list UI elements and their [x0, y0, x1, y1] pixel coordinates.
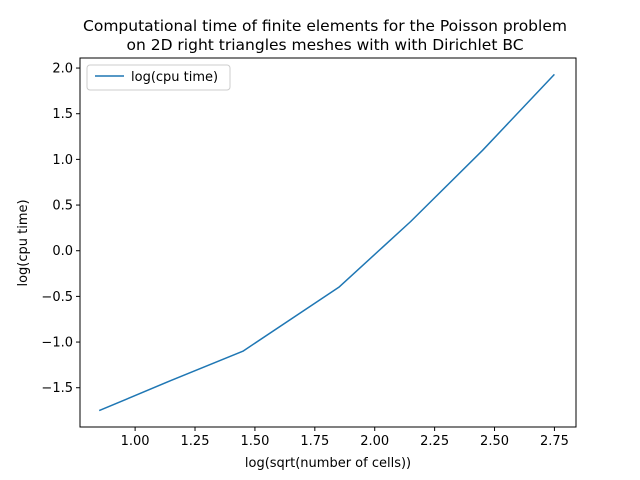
y-tick-label: −0.5 — [41, 290, 73, 305]
y-tick-label: −1.0 — [41, 336, 73, 351]
y-tick-label: 2.0 — [52, 62, 73, 77]
y-axis-ticks: −1.5 −1.0 −0.5 0.0 0.5 1.0 1.5 2.0 — [41, 62, 80, 396]
x-tick-label: 1.75 — [300, 434, 329, 449]
y-tick-label: 1.5 — [52, 107, 73, 122]
legend-label: log(cpu time) — [131, 70, 218, 85]
x-tick-label: 2.75 — [540, 434, 569, 449]
y-tick-label: 0.5 — [52, 199, 73, 214]
y-tick-label: −1.5 — [41, 381, 73, 396]
x-tick-label: 2.50 — [480, 434, 509, 449]
x-tick-label: 1.25 — [181, 434, 210, 449]
series-layer — [98, 73, 555, 412]
y-tick-label: 0.0 — [52, 244, 73, 259]
series-line-log-cpu-time — [98, 73, 555, 412]
x-tick-label: 2.00 — [360, 434, 389, 449]
legend: log(cpu time) — [86, 64, 231, 91]
x-tick-label: 2.25 — [420, 434, 449, 449]
x-tick-label: 1.50 — [240, 434, 269, 449]
x-tick-label: 1.00 — [121, 434, 150, 449]
chart-title-line-1: Computational time of finite elements fo… — [83, 17, 567, 35]
plot-area-frame — [79, 57, 577, 428]
y-tick-label: 1.0 — [52, 153, 73, 168]
chart-title-line-2: on 2D right triangles meshes with with D… — [126, 36, 523, 54]
legend-box — [86, 64, 231, 91]
x-axis-label: log(sqrt(number of cells)) — [245, 456, 411, 471]
y-axis-label: log(cpu time) — [16, 199, 31, 286]
x-axis-ticks: 1.00 1.25 1.50 1.75 2.00 2.25 2.50 2.75 — [121, 427, 569, 449]
